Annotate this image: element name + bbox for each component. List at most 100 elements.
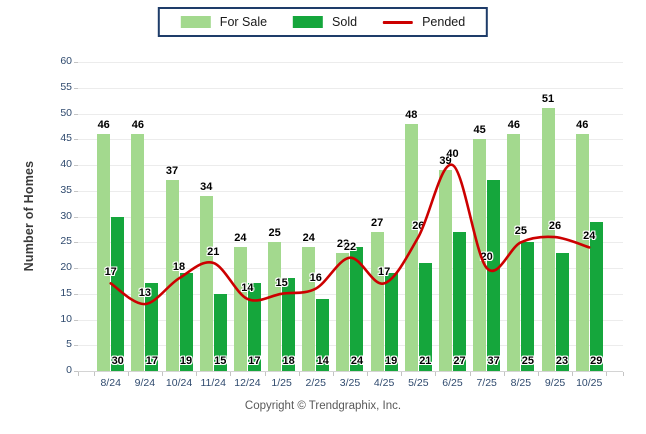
bar-sold: [247, 283, 261, 371]
x-tick-mark: [230, 372, 232, 376]
bar-for-sale: [507, 134, 521, 371]
pended-value-label: 17: [378, 266, 391, 279]
bar-for-sale: [336, 252, 350, 371]
legend-label-pended: Pended: [422, 15, 466, 29]
gridline: [78, 62, 623, 63]
x-tick-mark: [537, 372, 539, 376]
bar-sold: [384, 273, 398, 371]
for-sale-value-label: 45: [473, 124, 486, 137]
for-sale-value-label: 37: [165, 165, 179, 178]
gridline: [78, 319, 623, 321]
x-tick-label: 10/24: [165, 377, 193, 389]
x-tick-mark: [435, 372, 437, 376]
bar-sold: [111, 216, 125, 371]
y-tick-mark: [74, 293, 78, 295]
bar-for-sale: [439, 170, 452, 371]
gridline: [78, 293, 623, 295]
y-tick-mark: [74, 165, 78, 166]
x-tick-label: 8/24: [100, 377, 121, 389]
bar-for-sale: [165, 180, 179, 371]
bar-sold: [213, 293, 227, 371]
for-sale-value-label: 46: [576, 119, 589, 132]
y-tick-mark: [74, 242, 78, 244]
legend-item-pended: Pended: [383, 15, 465, 29]
x-tick-mark: [196, 372, 198, 376]
sold-value-label: 19: [385, 355, 398, 367]
y-tick-mark: [74, 345, 78, 347]
y-tick-mark: [74, 139, 78, 141]
bar-for-sale: [97, 134, 111, 371]
sold-value-label: 19: [179, 355, 193, 367]
y-tick-mark: [74, 62, 78, 63]
y-tick-mark: [74, 319, 78, 321]
x-tick-label: 12/24: [234, 377, 261, 389]
bar-for-sale: [131, 134, 145, 371]
bar-for-sale: [541, 108, 555, 371]
sold-swatch-icon: [293, 16, 324, 28]
x-tick-label: 5/25: [408, 377, 429, 389]
sold-value-label: 25: [521, 355, 534, 367]
x-tick-mark: [127, 372, 129, 376]
pended-value-label: 25: [514, 225, 527, 238]
sold-value-label: 14: [316, 355, 329, 367]
for-sale-value-label: 23: [336, 237, 350, 250]
pended-value-label: 22: [343, 240, 357, 253]
for-sale-value-label: 34: [200, 180, 213, 193]
x-tick-label: 3/25: [339, 377, 361, 389]
x-tick-label: 2/25: [305, 377, 326, 389]
for-sale-value-label: 39: [439, 155, 452, 168]
x-tick-mark: [503, 372, 505, 376]
sold-value-label: 27: [453, 355, 466, 367]
sold-value-label: 29: [590, 355, 603, 367]
gridline: [78, 113, 623, 115]
x-tick-label: 10/25: [576, 377, 603, 389]
sold-value-label: 24: [350, 355, 364, 367]
x-tick-mark: [367, 372, 369, 376]
sold-value-label: 17: [145, 355, 158, 367]
for-sale-value-label: 27: [371, 216, 384, 229]
pended-value-label: 26: [412, 220, 425, 233]
pended-value-label: 40: [446, 148, 459, 160]
gridline: [78, 165, 623, 166]
gridline: [78, 268, 623, 269]
pended-line: [109, 163, 591, 306]
gridline: [78, 345, 623, 347]
gridline: [78, 242, 623, 244]
x-tick-mark: [78, 372, 79, 376]
sold-value-label: 23: [555, 355, 569, 367]
x-tick-mark: [161, 372, 163, 376]
gridline: [78, 216, 623, 218]
for-sale-swatch-icon: [180, 16, 211, 28]
bar-sold: [282, 278, 296, 371]
sold-value-label: 21: [419, 355, 432, 367]
gridline: [78, 190, 623, 192]
x-axis-line: [78, 371, 623, 372]
bar-sold: [145, 283, 159, 371]
pended-value-label: 14: [241, 281, 254, 294]
for-sale-value-label: 24: [302, 232, 315, 245]
bar-sold: [179, 273, 193, 371]
legend-label-for-sale: For Sale: [219, 15, 268, 29]
x-tick-mark: [264, 372, 266, 376]
x-tick-label: 4/25: [373, 377, 395, 389]
bar-for-sale: [575, 134, 589, 371]
x-tick-mark: [572, 372, 574, 376]
x-tick-label: 1/25: [271, 377, 292, 389]
legend-label-sold: Sold: [332, 15, 358, 29]
for-sale-value-label: 51: [541, 93, 555, 106]
bar-sold: [521, 242, 535, 371]
x-tick-label: 7/25: [476, 377, 497, 389]
y-tick-mark: [74, 190, 78, 192]
legend: For Sale Sold Pended: [157, 7, 489, 37]
x-tick-label: 6/25: [442, 377, 463, 389]
legend-item-sold: Sold: [293, 15, 357, 29]
for-sale-value-label: 46: [131, 119, 144, 132]
pended-value-label: 15: [275, 276, 288, 289]
x-tick-mark: [606, 372, 608, 376]
legend-item-for-sale: For Sale: [180, 15, 268, 29]
y-tick-mark: [74, 113, 78, 115]
